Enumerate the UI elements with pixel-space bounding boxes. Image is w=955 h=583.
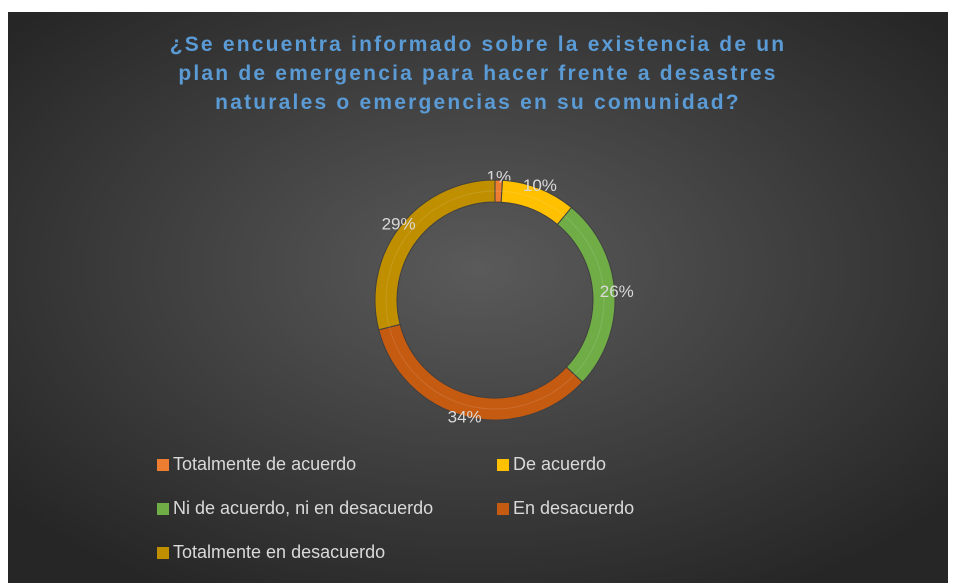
data-label: 34% <box>448 408 482 427</box>
legend-label: Totalmente en desacuerdo <box>173 542 385 562</box>
legend-swatch <box>497 459 509 471</box>
legend-swatch <box>157 459 169 471</box>
legend-swatch <box>497 503 509 515</box>
legend-label: Ni de acuerdo, ni en desacuerdo <box>173 498 433 518</box>
data-label: 29% <box>382 215 416 234</box>
donut-slice <box>374 179 496 331</box>
data-label: 26% <box>600 282 634 301</box>
legend-swatch <box>157 503 169 515</box>
chart-background <box>8 12 948 583</box>
legend-label: Totalmente de acuerdo <box>173 454 356 474</box>
legend-label: En desacuerdo <box>513 498 634 518</box>
legend-swatch <box>157 547 169 559</box>
inner-ring <box>385 190 605 410</box>
legend-label: De acuerdo <box>513 454 606 474</box>
data-label: 10% <box>523 176 557 195</box>
chart-title: ¿Se encuentra informado sobre la existen… <box>169 33 787 114</box>
